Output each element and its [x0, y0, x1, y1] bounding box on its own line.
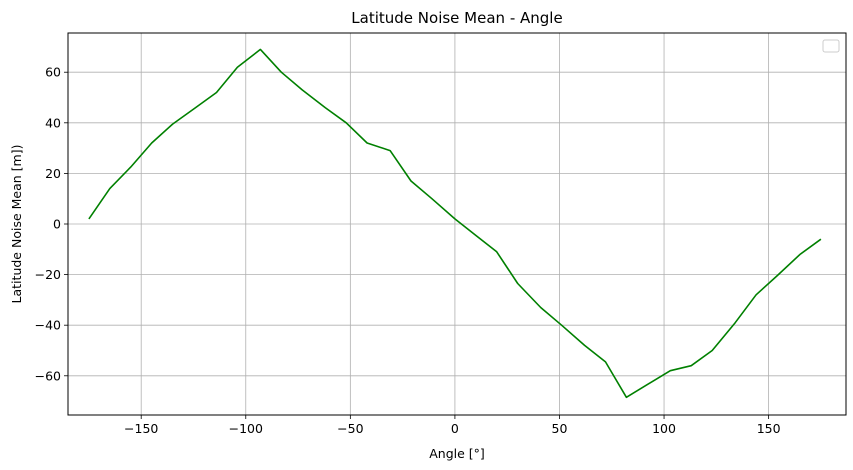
- data-point: [561, 324, 563, 326]
- data-point: [647, 384, 649, 386]
- data-point: [670, 370, 672, 372]
- data-point: [626, 396, 628, 398]
- data-point: [301, 89, 303, 91]
- data-point: [281, 71, 283, 73]
- line-layer: [88, 48, 822, 399]
- x-tick-label: 50: [552, 421, 568, 436]
- data-point: [130, 166, 132, 168]
- data-point: [109, 188, 111, 190]
- data-point: [820, 238, 822, 240]
- series-line: [88, 48, 822, 399]
- data-point: [734, 322, 736, 324]
- legend-box: [822, 39, 840, 53]
- y-tick-label: −60: [35, 368, 61, 383]
- data-point: [475, 235, 477, 237]
- data-point: [237, 66, 239, 68]
- data-point: [172, 123, 174, 125]
- y-axis-label: Latitude Noise Mean [m]): [9, 145, 24, 304]
- data-point: [711, 350, 713, 352]
- data-point: [584, 345, 586, 347]
- data-point: [755, 294, 757, 296]
- data-point: [776, 275, 778, 277]
- y-tick-label: 60: [45, 65, 61, 80]
- data-point: [410, 180, 412, 182]
- grid: [68, 33, 846, 415]
- data-point: [260, 49, 262, 51]
- x-tick-label: 100: [652, 421, 676, 436]
- data-point: [799, 254, 801, 256]
- y-tick-label: −20: [35, 267, 61, 282]
- ticks: −150 −100 −50 0 50 100 150 −60 −40 −20 0 20 40 60: [35, 65, 781, 436]
- x-tick-label: −150: [124, 421, 158, 436]
- data-point: [366, 142, 368, 144]
- data-point: [431, 198, 433, 200]
- y-tick-label: 20: [45, 166, 61, 181]
- data-point: [517, 283, 519, 285]
- data-point: [216, 92, 218, 94]
- data-point: [345, 122, 347, 124]
- x-tick-label: −50: [337, 421, 363, 436]
- y-tick-label: −40: [35, 318, 61, 333]
- data-point: [195, 107, 197, 109]
- data-point: [88, 218, 90, 220]
- data-point: [496, 251, 498, 253]
- data-point: [389, 150, 391, 152]
- x-axis-label: Angle [°]: [429, 446, 485, 461]
- x-tick-label: 150: [757, 421, 781, 436]
- data-point: [324, 107, 326, 109]
- data-point: [605, 361, 607, 363]
- data-point: [690, 365, 692, 367]
- y-tick-label: 40: [45, 115, 61, 130]
- data-point: [540, 307, 542, 309]
- data-point: [151, 142, 153, 144]
- data-point: [454, 218, 456, 220]
- x-tick-label: 0: [451, 421, 459, 436]
- y-tick-label: 0: [53, 217, 61, 232]
- chart-title: Latitude Noise Mean - Angle: [351, 9, 562, 27]
- x-tick-label: −100: [229, 421, 263, 436]
